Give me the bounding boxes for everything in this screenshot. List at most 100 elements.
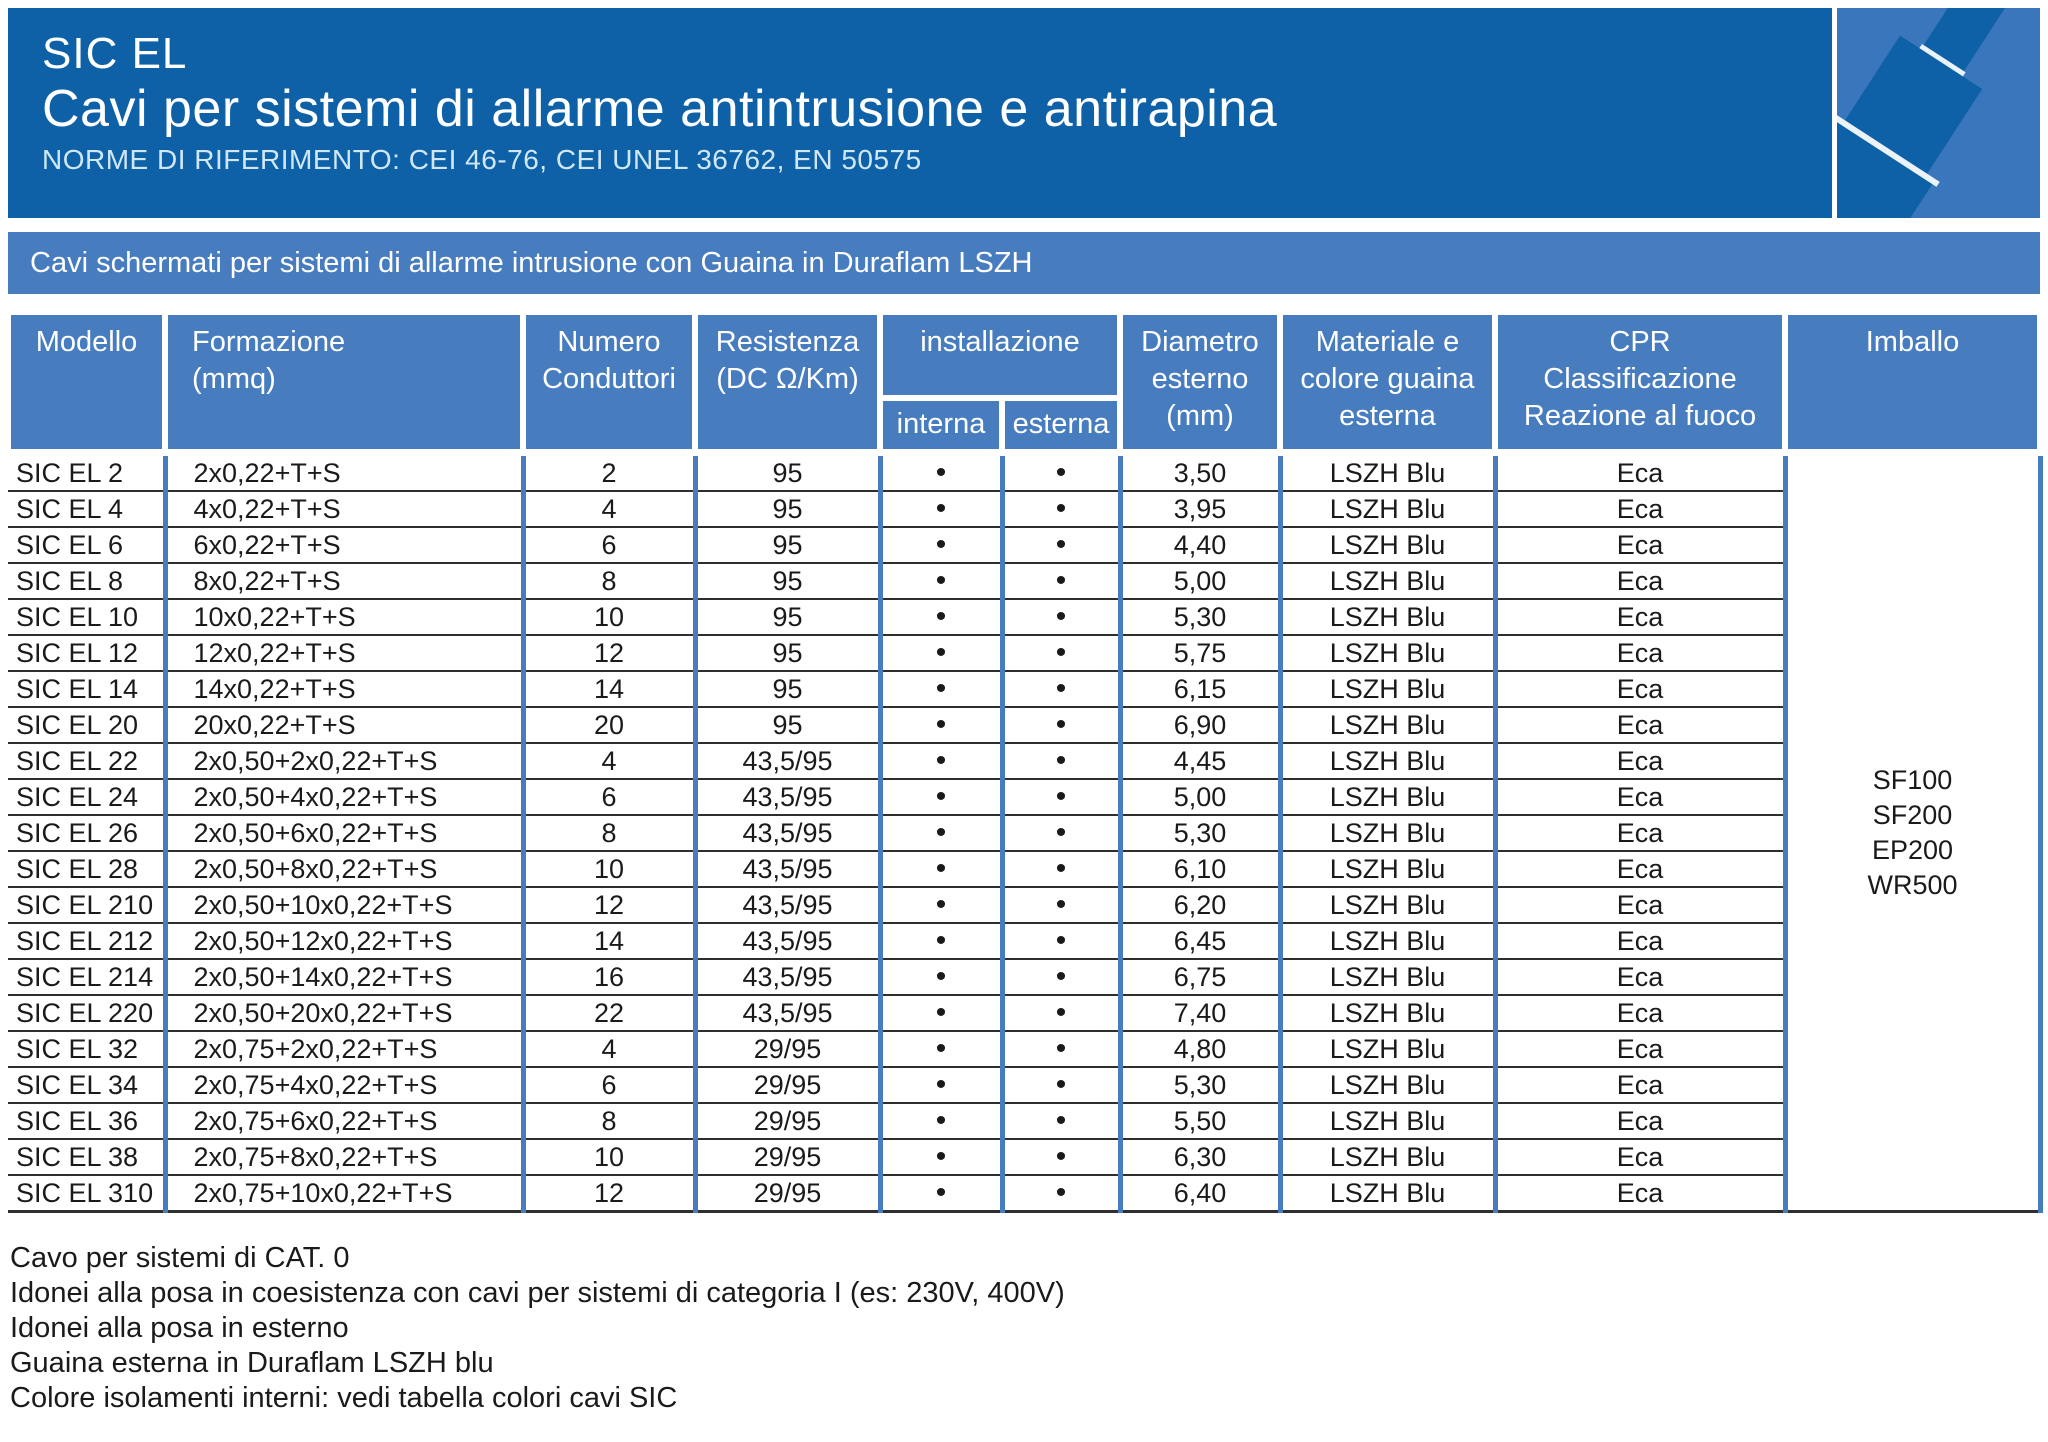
header-materiale-guaina: Materiale e colore guaina esterna	[1280, 312, 1495, 452]
conductors-cell: 4	[520, 742, 695, 779]
conductors-cell: 8	[520, 562, 695, 599]
installation-external-cell: •	[999, 634, 1120, 671]
cpr-cell: Eca	[1492, 670, 1785, 707]
installation-external-cell: •	[999, 598, 1120, 635]
section-banner: Cavi schermati per sistemi di allarme in…	[8, 232, 2040, 294]
installation-internal-cell: •	[877, 1174, 1002, 1212]
model-cell: SIC EL 34	[8, 1066, 165, 1103]
installation-external-cell: •	[999, 670, 1120, 707]
installation-internal-cell: •	[877, 562, 1002, 599]
formation-cell: 20x0,22+T+S	[162, 706, 523, 743]
resistance-cell: 43,5/95	[692, 958, 880, 995]
diameter-cell: 3,95	[1117, 490, 1280, 527]
resistance-cell: 43,5/95	[692, 814, 880, 851]
note-line: Idonei alla posa in coesistenza con cavi…	[10, 1277, 1065, 1309]
table-row: SIC EL 4 4x0,22+T+S 4 95 • • 3,95 LSZH Blu Eca	[8, 490, 2040, 527]
formation-cell: 6x0,22+T+S	[162, 526, 523, 563]
cpr-cell: Eca	[1492, 1138, 1785, 1175]
resistance-cell: 29/95	[692, 1066, 880, 1103]
cpr-cell: Eca	[1492, 1066, 1785, 1103]
installation-external-cell: •	[999, 850, 1120, 887]
installation-internal-cell: •	[877, 814, 1002, 851]
model-cell: SIC EL 210	[8, 886, 165, 923]
header-installazione-esterna: esterna	[1002, 398, 1120, 452]
formation-cell: 2x0,50+2x0,22+T+S	[162, 742, 523, 779]
resistance-cell: 29/95	[692, 1102, 880, 1139]
sheath-cell: LSZH Blu	[1277, 778, 1495, 815]
sheath-cell: LSZH Blu	[1277, 490, 1495, 527]
table-row: SIC EL 220 2x0,50+20x0,22+T+S 22 43,5/95 • • 7…	[8, 994, 2040, 1031]
cpr-cell: Eca	[1492, 742, 1785, 779]
model-cell: SIC EL 212	[8, 922, 165, 959]
model-cell: SIC EL 220	[8, 994, 165, 1031]
conductors-cell: 10	[520, 850, 695, 887]
formation-cell: 2x0,75+10x0,22+T+S	[162, 1174, 523, 1212]
sheath-cell: LSZH Blu	[1277, 814, 1495, 851]
formation-cell: 4x0,22+T+S	[162, 490, 523, 527]
table-row: SIC EL 14 14x0,22+T+S 14 95 • • 6,15 LSZH Blu Ec…	[8, 670, 2040, 707]
table-row: SIC EL 36 2x0,75+6x0,22+T+S 8 29/95 • • 5,50 LS…	[8, 1102, 2040, 1139]
cable-table-body: SIC EL 2 2x0,22+T+S 2 95 • • 3,50 LSZH Blu Eca SF…	[8, 456, 2040, 1212]
resistance-cell: 95	[692, 670, 880, 707]
formation-cell: 2x0,50+20x0,22+T+S	[162, 994, 523, 1031]
installation-external-cell: •	[999, 1066, 1120, 1103]
diameter-cell: 6,10	[1117, 850, 1280, 887]
formation-cell: 2x0,22+T+S	[162, 456, 523, 491]
model-cell: SIC EL 28	[8, 850, 165, 887]
model-cell: SIC EL 32	[8, 1030, 165, 1067]
diameter-cell: 5,00	[1117, 778, 1280, 815]
cpr-cell: Eca	[1492, 994, 1785, 1031]
header-modello: Modello	[8, 312, 165, 452]
table-row: SIC EL 26 2x0,50+6x0,22+T+S 8 43,5/95 • • 5,30…	[8, 814, 2040, 851]
diameter-cell: 5,30	[1117, 598, 1280, 635]
formation-cell: 2x0,75+2x0,22+T+S	[162, 1030, 523, 1067]
conductors-cell: 12	[520, 1174, 695, 1212]
formation-cell: 2x0,50+8x0,22+T+S	[162, 850, 523, 887]
resistance-cell: 29/95	[692, 1030, 880, 1067]
sheath-cell: LSZH Blu	[1277, 850, 1495, 887]
resistance-cell: 43,5/95	[692, 994, 880, 1031]
header-diametro-esterno: Diametro esterno (mm)	[1120, 312, 1280, 452]
header-installazione-interna: interna	[880, 398, 1002, 452]
installation-external-cell: •	[999, 814, 1120, 851]
diameter-cell: 5,75	[1117, 634, 1280, 671]
installation-internal-cell: •	[877, 958, 1002, 995]
imballo-cell: SF100 SF200 EP200 WR500	[1782, 456, 2040, 1212]
sheath-cell: LSZH Blu	[1277, 456, 1495, 491]
model-cell: SIC EL 10	[8, 598, 165, 635]
resistance-cell: 43,5/95	[692, 778, 880, 815]
sheath-cell: LSZH Blu	[1277, 1030, 1495, 1067]
table-row: SIC EL 212 2x0,50+12x0,22+T+S 14 43,5/95 • • 6…	[8, 922, 2040, 959]
installation-internal-cell: •	[877, 1102, 1002, 1139]
cpr-cell: Eca	[1492, 1030, 1785, 1067]
conductors-cell: 8	[520, 1102, 695, 1139]
table-row: SIC EL 28 2x0,50+8x0,22+T+S 10 43,5/95 • • 6,1…	[8, 850, 2040, 887]
diameter-cell: 6,15	[1117, 670, 1280, 707]
conductors-cell: 16	[520, 958, 695, 995]
installation-internal-cell: •	[877, 922, 1002, 959]
note-line: Colore isolamenti interni: vedi tabella …	[10, 1382, 678, 1414]
model-cell: SIC EL 310	[8, 1174, 165, 1212]
model-cell: SIC EL 24	[8, 778, 165, 815]
diameter-cell: 4,45	[1117, 742, 1280, 779]
formation-cell: 2x0,50+6x0,22+T+S	[162, 814, 523, 851]
sheath-cell: LSZH Blu	[1277, 1138, 1495, 1175]
cpr-cell: Eca	[1492, 814, 1785, 851]
diameter-cell: 6,20	[1117, 886, 1280, 923]
sheath-cell: LSZH Blu	[1277, 1174, 1495, 1212]
cpr-cell: Eca	[1492, 958, 1785, 995]
header-installazione: installazione	[880, 312, 1120, 398]
formation-cell: 12x0,22+T+S	[162, 634, 523, 671]
conductors-cell: 12	[520, 886, 695, 923]
section-banner-text: Cavi schermati per sistemi di allarme in…	[30, 246, 1033, 279]
cpr-cell: Eca	[1492, 456, 1785, 491]
table-row: SIC EL 32 2x0,75+2x0,22+T+S 4 29/95 • • 4,80 LS…	[8, 1030, 2040, 1067]
table-row: SIC EL 310 2x0,75+10x0,22+T+S 12 29/95 • • 6,4…	[8, 1174, 2040, 1212]
note-line: Cavo per sistemi di CAT. 0	[10, 1242, 350, 1274]
conductors-cell: 14	[520, 670, 695, 707]
diameter-cell: 5,30	[1117, 814, 1280, 851]
conductors-cell: 20	[520, 706, 695, 743]
diameter-cell: 3,50	[1117, 456, 1280, 491]
installation-external-cell: •	[999, 958, 1120, 995]
